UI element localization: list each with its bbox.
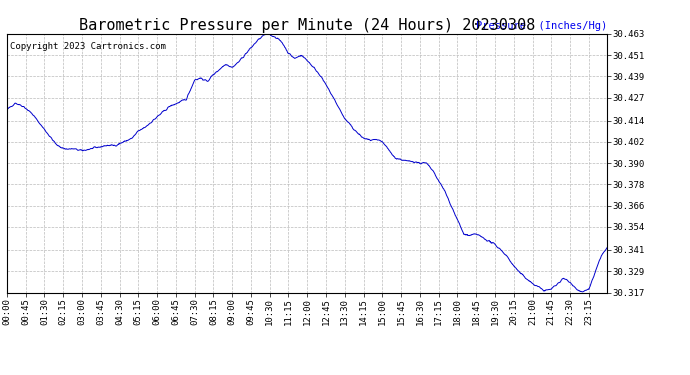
Text: Pressure  (Inches/Hg): Pressure (Inches/Hg) bbox=[476, 21, 607, 31]
Title: Barometric Pressure per Minute (24 Hours) 20230308: Barometric Pressure per Minute (24 Hours… bbox=[79, 18, 535, 33]
Text: Copyright 2023 Cartronics.com: Copyright 2023 Cartronics.com bbox=[10, 42, 166, 51]
